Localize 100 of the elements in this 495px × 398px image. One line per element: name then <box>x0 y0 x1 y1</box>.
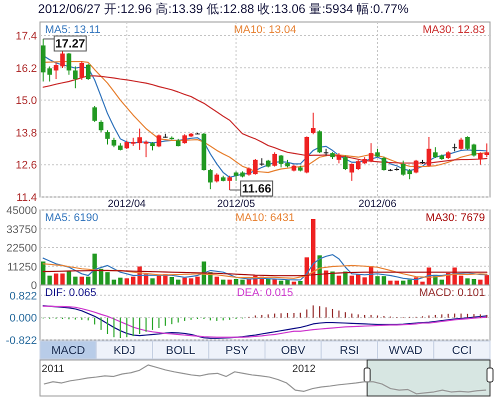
y-tick-label: 12.6 <box>16 160 37 172</box>
annotation: 11.66 <box>242 182 272 196</box>
bar <box>80 276 84 285</box>
candlestick <box>137 128 142 150</box>
candlestick <box>484 142 490 158</box>
candlestick <box>356 159 361 171</box>
text: MA30: 12.83 <box>422 24 485 36</box>
candlestick <box>336 152 342 164</box>
y-tick-label: 0.000 <box>9 312 37 325</box>
text: BOLL <box>166 345 196 357</box>
candlestick <box>343 155 348 171</box>
series-label: MA5: 13.11 <box>45 24 100 36</box>
candlestick <box>208 168 213 190</box>
bar <box>440 280 444 285</box>
bar <box>478 280 483 285</box>
candlestick <box>66 52 72 76</box>
candlestick <box>86 63 91 80</box>
candlestick <box>253 158 258 176</box>
text: MA5: 6190 <box>45 212 98 224</box>
bar <box>124 278 129 285</box>
bar <box>41 262 46 285</box>
candlestick <box>382 156 386 172</box>
bar <box>92 254 97 285</box>
text: MACD <box>51 345 86 357</box>
bar <box>66 272 72 285</box>
candlestick <box>112 137 116 148</box>
text: MA10: 6431 <box>235 212 295 224</box>
candlestick <box>407 168 412 180</box>
bar <box>401 280 406 285</box>
line-series <box>42 254 488 281</box>
bar <box>407 280 412 285</box>
y-tick-label: 17.4 <box>16 30 37 42</box>
bar <box>278 280 284 285</box>
x-tick-label: 2012/04 <box>108 198 146 210</box>
series-label: MACD: 0.101 <box>418 287 485 299</box>
candlestick <box>227 175 232 190</box>
candlestick <box>272 152 277 168</box>
candlestick <box>79 60 84 80</box>
chart-title: 2012/06/27 开:12.96 高:13.39 低:12.88 收:13.06 量:5934 幅:0.77% <box>38 1 409 16</box>
bar <box>292 282 296 285</box>
text: RSI <box>340 345 359 357</box>
candlestick <box>214 172 220 183</box>
bar <box>170 277 174 285</box>
text: MA30: 7679 <box>426 212 485 224</box>
text: DEA: 0.015 <box>236 287 294 299</box>
candlestick <box>156 134 162 148</box>
text: WVAD <box>388 345 422 357</box>
text: MA10: 13.04 <box>234 24 296 36</box>
candlestick <box>426 136 432 168</box>
text: KDJ <box>114 345 136 357</box>
y-tick-label: 15.0 <box>16 95 37 108</box>
bar <box>188 278 194 285</box>
bar <box>362 277 367 285</box>
bar <box>98 268 104 285</box>
x-tick-label: 2011 <box>42 363 64 375</box>
candlestick <box>433 146 438 158</box>
bar <box>73 276 78 285</box>
candlestick <box>259 158 264 166</box>
bar <box>472 279 476 285</box>
y-tick-label: -0.822 <box>6 335 37 347</box>
y-tick-label: 11.4 <box>16 192 37 204</box>
candlestick <box>105 130 110 145</box>
series-label: DIF: 0.065 <box>45 287 96 299</box>
bar <box>118 278 123 285</box>
candlestick <box>92 106 97 122</box>
bar <box>350 276 354 285</box>
text: PSY <box>225 345 249 357</box>
candlestick <box>98 120 104 133</box>
bar <box>227 280 232 285</box>
bar <box>112 280 116 285</box>
bar <box>214 276 219 285</box>
y-tick-label: 45000 <box>6 205 37 217</box>
annotation: 17.27 <box>55 36 86 50</box>
text: CCI <box>452 345 472 357</box>
bar <box>458 276 464 285</box>
x-tick-label: 2012 <box>292 363 316 375</box>
candlestick <box>458 137 464 150</box>
text: OBV <box>280 345 306 357</box>
candlestick <box>47 66 52 82</box>
candlestick <box>73 66 78 89</box>
bar <box>176 280 180 285</box>
y-tick-label: 22500 <box>6 242 37 254</box>
y-tick-label: 16.2 <box>16 62 37 75</box>
candlestick <box>349 162 354 182</box>
candlestick <box>368 142 374 163</box>
bar <box>47 276 52 285</box>
x-tick-label: 2012/06 <box>358 198 397 210</box>
y-tick-label: 33750 <box>6 224 37 236</box>
x-tick-label: 2012/05 <box>217 198 256 210</box>
candlestick <box>182 134 187 144</box>
bar <box>484 275 489 285</box>
y-tick-label: 13.8 <box>16 127 37 140</box>
candlestick <box>317 130 322 154</box>
bar <box>298 281 303 285</box>
candlestick <box>400 160 406 176</box>
bar <box>336 276 342 285</box>
bar <box>54 274 58 285</box>
bar <box>221 280 226 285</box>
bar <box>394 280 399 285</box>
bar <box>182 278 187 285</box>
